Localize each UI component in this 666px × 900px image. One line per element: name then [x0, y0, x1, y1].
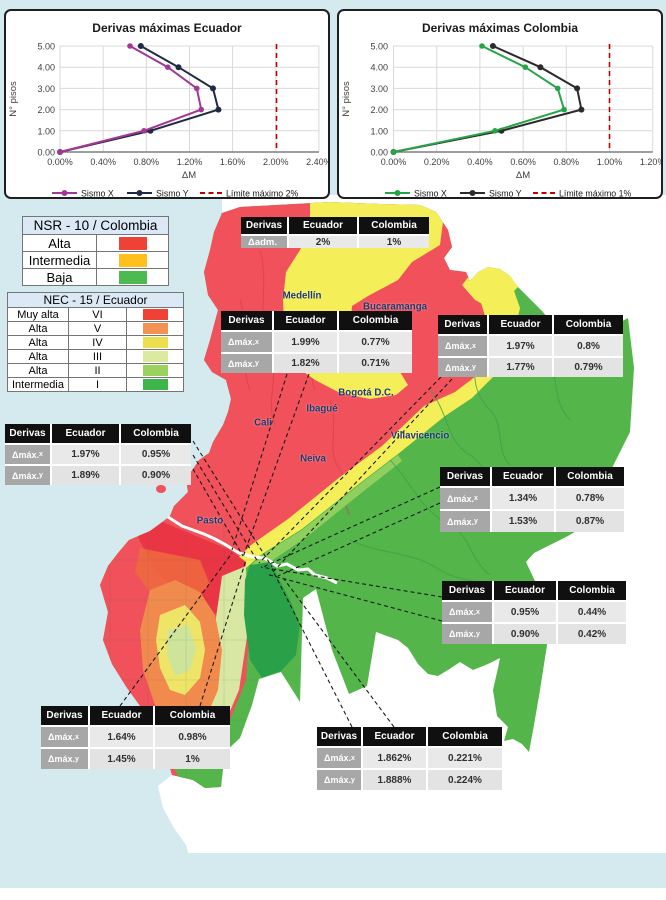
svg-text:5.00: 5.00	[370, 42, 388, 52]
svg-text:0.80%: 0.80%	[134, 157, 160, 167]
svg-text:3.00: 3.00	[37, 84, 55, 94]
svg-text:Límite máximo 2%: Límite máximo 2%	[226, 189, 299, 198]
svg-text:0.00: 0.00	[370, 148, 388, 158]
svg-text:Derivas máximas Colombia: Derivas máximas Colombia	[422, 21, 578, 35]
svg-text:0.80%: 0.80%	[554, 157, 580, 167]
svg-text:1.20%: 1.20%	[640, 157, 661, 167]
svg-text:N° pisos: N° pisos	[341, 81, 352, 117]
svg-text:1.00: 1.00	[370, 126, 388, 136]
svg-text:4.00: 4.00	[370, 63, 388, 73]
svg-text:3.00: 3.00	[370, 84, 388, 94]
svg-text:Límite máximo 1%: Límite máximo 1%	[559, 189, 632, 198]
svg-text:2.40%: 2.40%	[306, 157, 328, 167]
svg-text:2.00%: 2.00%	[263, 157, 289, 167]
svg-text:Sismo Y: Sismo Y	[156, 189, 189, 198]
svg-text:4.00: 4.00	[37, 63, 55, 73]
svg-text:0.40%: 0.40%	[90, 157, 116, 167]
svg-text:0.20%: 0.20%	[424, 157, 450, 167]
svg-text:0.00%: 0.00%	[381, 157, 407, 167]
svg-text:ΔM: ΔM	[182, 170, 196, 181]
svg-text:0.00: 0.00	[37, 148, 55, 158]
svg-text:0.60%: 0.60%	[510, 157, 536, 167]
svg-text:ΔM: ΔM	[516, 170, 530, 181]
svg-text:1.20%: 1.20%	[177, 157, 203, 167]
svg-text:Derivas máximas Ecuador: Derivas máximas Ecuador	[92, 21, 242, 35]
svg-text:2.00: 2.00	[370, 105, 388, 115]
svg-text:N° pisos: N° pisos	[8, 81, 19, 117]
svg-text:0.00%: 0.00%	[47, 157, 73, 167]
svg-text:1.00: 1.00	[37, 126, 55, 136]
svg-text:1.60%: 1.60%	[220, 157, 246, 167]
svg-text:Sismo X: Sismo X	[81, 189, 114, 198]
svg-text:1.00%: 1.00%	[597, 157, 623, 167]
svg-text:5.00: 5.00	[37, 42, 55, 52]
svg-text:Sismo X: Sismo X	[414, 189, 447, 198]
svg-text:Sismo Y: Sismo Y	[489, 189, 522, 198]
svg-text:0.40%: 0.40%	[467, 157, 493, 167]
svg-text:2.00: 2.00	[37, 105, 55, 115]
